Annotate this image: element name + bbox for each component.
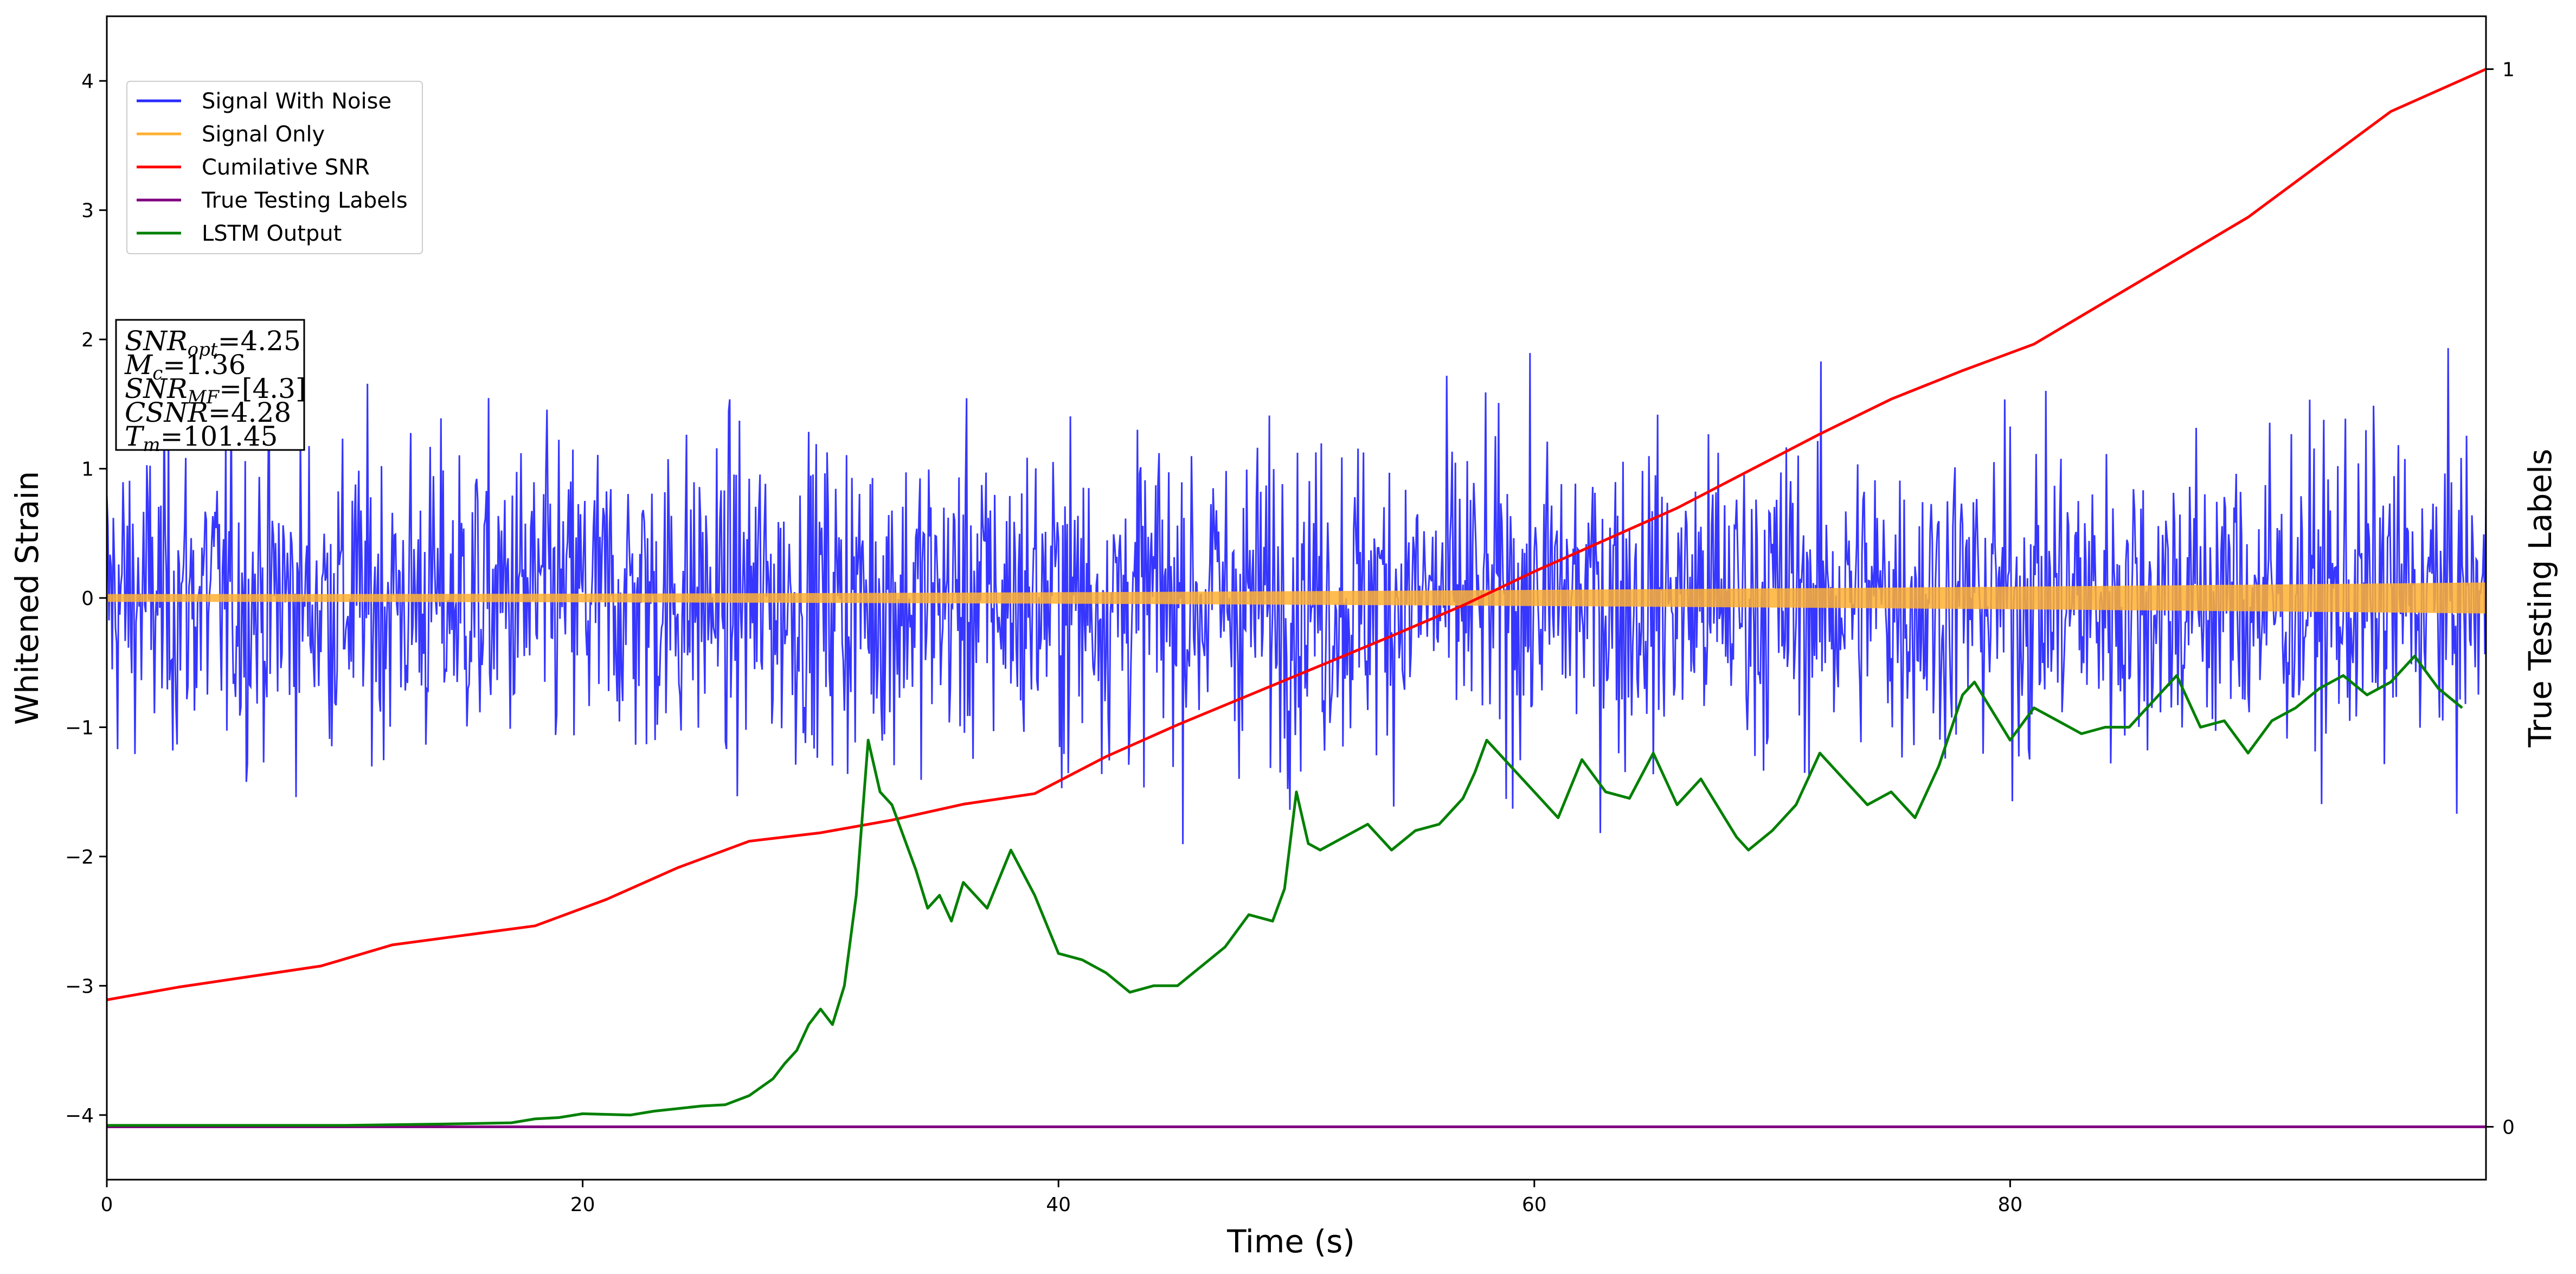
legend-label: LSTM Output bbox=[202, 221, 342, 246]
legend: Signal With Noise Signal Only Cumilative S… bbox=[126, 81, 423, 254]
legend-label: Signal Only bbox=[202, 122, 325, 147]
y-right-tick-label: 0 bbox=[2502, 1116, 2515, 1138]
info-line: SNRMF=[4.3] bbox=[125, 373, 306, 408]
info-box-frame bbox=[115, 319, 305, 451]
x-tick-label: 60 bbox=[1522, 1194, 1547, 1216]
y-axis-label-left: Whitened Strain bbox=[9, 471, 46, 725]
x-tick-label: 20 bbox=[570, 1194, 595, 1216]
info-line: CSNR=4.28 bbox=[125, 397, 291, 428]
series-lstm-output bbox=[107, 654, 2463, 1127]
info-line: Tm=101.45 bbox=[125, 421, 278, 456]
y-tick-label: −1 bbox=[65, 717, 94, 739]
y-right-tick-label: 1 bbox=[2502, 59, 2515, 81]
y-axis-label-right: True Testing Labels bbox=[2522, 449, 2559, 748]
series-signal-only bbox=[107, 582, 2486, 614]
series-signal-with-noise bbox=[107, 348, 2486, 845]
legend-label: True Testing Labels bbox=[201, 188, 408, 213]
info-box: SNRopt=4.25Mc=1.36SNRMF=[4.3]CSNR=4.28Tm… bbox=[115, 319, 306, 456]
legend-box bbox=[126, 81, 423, 254]
y-tick-label: −3 bbox=[65, 975, 94, 998]
y-tick-label: 0 bbox=[81, 588, 94, 610]
series-cumulative-snr bbox=[107, 68, 2486, 1001]
y-tick-label: 4 bbox=[81, 70, 94, 93]
x-tick-label: 40 bbox=[1046, 1194, 1071, 1216]
x-tick-label: 80 bbox=[1997, 1194, 2022, 1216]
y-tick-label: −4 bbox=[65, 1105, 94, 1127]
series-layer bbox=[107, 68, 2486, 1128]
y-tick-label: −2 bbox=[65, 846, 94, 868]
x-axis-label: Time (s) bbox=[1226, 1223, 1355, 1260]
x-tick-label: 0 bbox=[101, 1194, 113, 1216]
info-line: Mc=1.36 bbox=[124, 349, 246, 384]
y-tick-label: 2 bbox=[81, 329, 94, 351]
y-tick-label: 1 bbox=[81, 459, 94, 481]
legend-label: Cumilative SNR bbox=[202, 155, 370, 180]
info-line: SNRopt=4.25 bbox=[125, 325, 301, 361]
legend-label: Signal With Noise bbox=[202, 89, 391, 114]
y-tick-label: 3 bbox=[81, 200, 94, 222]
